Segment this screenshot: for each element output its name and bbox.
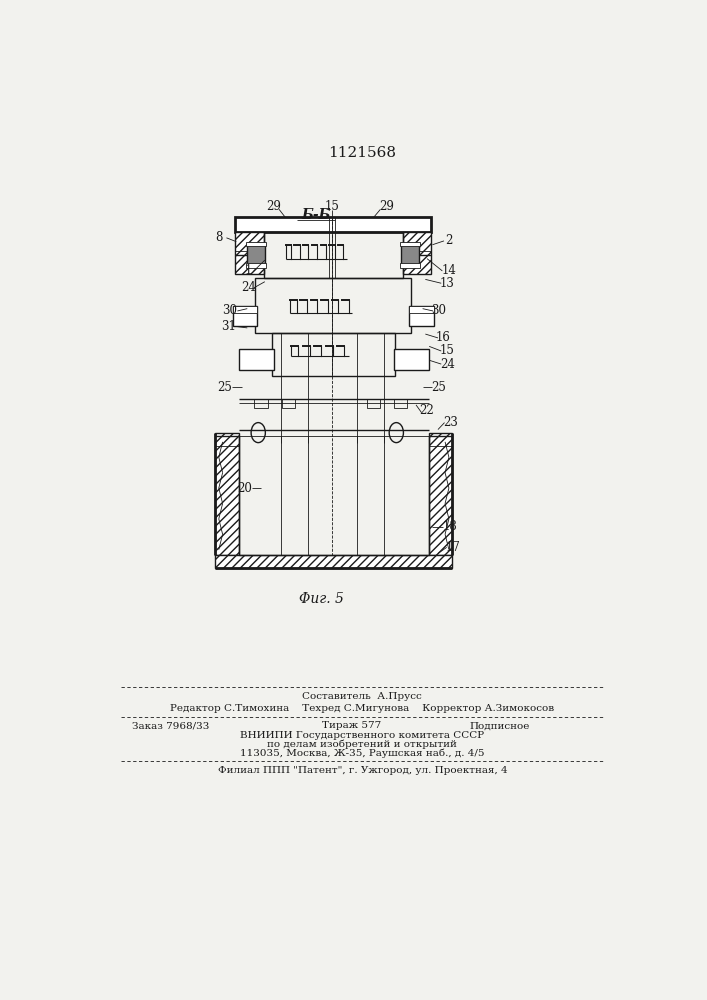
- Text: Б-Б: Б-Б: [301, 208, 330, 222]
- Bar: [235, 217, 431, 232]
- Text: 14: 14: [441, 264, 456, 277]
- Bar: [282, 399, 295, 408]
- Text: Φиг. 5: Φиг. 5: [299, 592, 344, 606]
- Bar: [233, 306, 257, 326]
- Text: 18: 18: [443, 520, 457, 533]
- Text: 23: 23: [444, 416, 459, 429]
- Text: Редактор С.Тимохина    Техред С.Мигунова    Корректор А.Зимокосов: Редактор С.Тимохина Техред С.Мигунова Ко…: [170, 704, 554, 713]
- Text: Тираж 577: Тираж 577: [322, 721, 381, 730]
- Text: 15: 15: [440, 344, 455, 358]
- Text: 16: 16: [436, 331, 451, 344]
- Text: 30: 30: [222, 304, 238, 317]
- Bar: [272, 333, 395, 376]
- Bar: [409, 306, 433, 326]
- Bar: [402, 243, 419, 265]
- Text: 17: 17: [446, 541, 461, 554]
- Bar: [264, 232, 403, 278]
- Bar: [216, 433, 239, 555]
- Bar: [255, 399, 267, 408]
- Text: 113035, Москва, Ж-35, Раушская наб., д. 4/5: 113035, Москва, Ж-35, Раушская наб., д. …: [240, 749, 484, 758]
- Bar: [394, 349, 429, 370]
- Text: ВНИИПИ Государственного комитета СССР: ВНИИПИ Государственного комитета СССР: [240, 731, 484, 740]
- Text: 1: 1: [245, 264, 252, 277]
- Bar: [246, 242, 267, 246]
- Bar: [255, 278, 411, 333]
- Bar: [246, 263, 267, 268]
- Bar: [247, 243, 265, 265]
- Text: 25: 25: [431, 381, 447, 394]
- Text: Подписное: Подписное: [469, 721, 530, 730]
- Text: Составитель  А.Прусс: Составитель А.Прусс: [303, 692, 422, 701]
- Bar: [403, 232, 431, 274]
- Text: по делам изобретений и открытий: по делам изобретений и открытий: [267, 740, 457, 749]
- Text: 22: 22: [420, 404, 434, 417]
- Text: 8: 8: [215, 231, 223, 244]
- Text: 15: 15: [325, 200, 339, 213]
- Text: 25: 25: [217, 381, 232, 394]
- Bar: [409, 306, 433, 312]
- Text: 1121568: 1121568: [328, 146, 397, 160]
- Text: 24: 24: [440, 358, 455, 371]
- Text: 2: 2: [445, 234, 452, 247]
- Bar: [367, 399, 380, 408]
- Text: 30: 30: [431, 304, 447, 317]
- Text: 31: 31: [221, 320, 235, 333]
- Bar: [233, 306, 257, 312]
- Bar: [400, 263, 421, 268]
- Text: 13: 13: [440, 277, 455, 290]
- Text: 29: 29: [266, 200, 281, 213]
- Text: Филиал ППП "Патент", г. Ужгород, ул. Проектная, 4: Филиал ППП "Патент", г. Ужгород, ул. Про…: [218, 766, 507, 775]
- Text: 29: 29: [380, 200, 395, 213]
- Bar: [238, 349, 274, 370]
- Bar: [235, 232, 264, 274]
- Text: 20: 20: [237, 482, 252, 495]
- Bar: [428, 433, 452, 555]
- Text: Заказ 7968/33: Заказ 7968/33: [132, 721, 209, 730]
- Bar: [394, 399, 407, 408]
- Bar: [216, 555, 452, 568]
- Bar: [400, 242, 421, 246]
- Text: 24: 24: [241, 281, 256, 294]
